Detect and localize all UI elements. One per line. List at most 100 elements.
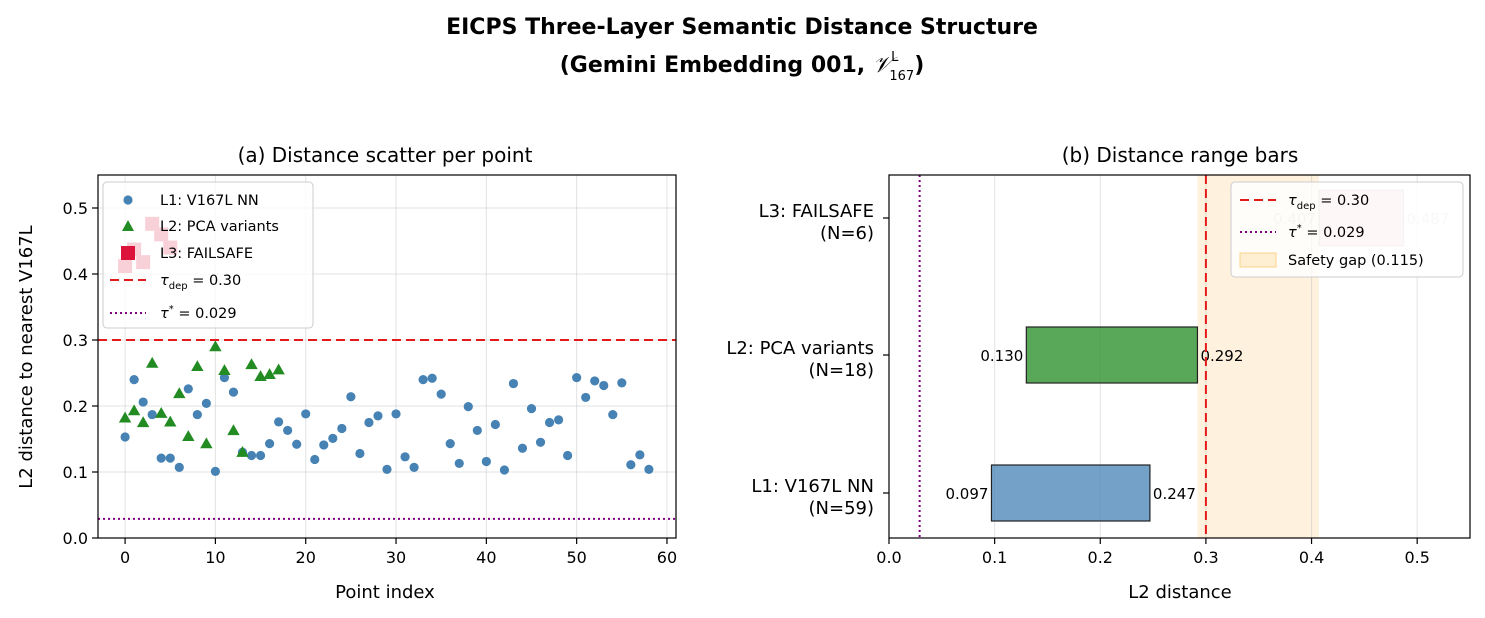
range-bar-x-tick-label: 0.4 bbox=[1299, 548, 1324, 567]
scatter-y-tick-label: 0.0 bbox=[63, 529, 88, 548]
l2-point bbox=[218, 364, 231, 376]
l1-point bbox=[328, 433, 338, 443]
l2-point bbox=[118, 411, 132, 423]
range-bar-max-label: 0.292 bbox=[1200, 347, 1243, 365]
l2-point bbox=[127, 404, 141, 416]
l1-point bbox=[617, 378, 627, 388]
l1-point bbox=[301, 409, 311, 419]
l1-point bbox=[310, 454, 320, 465]
range-bar-title: (b) Distance range bars bbox=[1062, 143, 1299, 167]
legend-reference-label: τdep = 0.30 bbox=[160, 273, 241, 292]
l1-point bbox=[544, 417, 555, 428]
scatter-panel: (a) Distance scatter per point 0 10 20 30 40… bbox=[16, 143, 677, 603]
l1-point bbox=[382, 464, 392, 474]
legend-safety-gap-label: Safety gap (0.115) bbox=[1288, 253, 1424, 269]
legend-l2-marker bbox=[122, 220, 134, 231]
scatter-y-tick-label: 0.1 bbox=[63, 463, 88, 482]
figure-title-line1: EICPS Three-Layer Semantic Distance Stru… bbox=[446, 15, 1038, 40]
legend-safety-gap-swatch bbox=[1239, 252, 1277, 268]
l2-point bbox=[136, 416, 150, 428]
l2-point bbox=[263, 368, 276, 379]
scatter-ticks: 0 10 20 30 40 50 60 0.0 0.1 0.2 0.3 0.4 0.5 bbox=[63, 199, 678, 567]
legend-l1-label: L1: V167L NN bbox=[160, 193, 259, 209]
l1-point bbox=[264, 439, 275, 449]
category-label-line2: (N=59) bbox=[809, 498, 875, 519]
l1-point bbox=[553, 415, 564, 425]
range-bar-legend-box bbox=[1230, 181, 1464, 278]
range-bar-legend: τdep = 0.30 τ* = 0.029 Safety gap (0.115) bbox=[1230, 181, 1464, 278]
l1-point bbox=[472, 425, 482, 436]
l2-point bbox=[200, 437, 213, 449]
l1-point bbox=[292, 439, 302, 449]
scatter-x-tick-label: 40 bbox=[476, 548, 496, 567]
figure-title-line2: (Gemini Embedding 001, 𝒱L 167) bbox=[560, 50, 925, 84]
l1-point bbox=[219, 373, 230, 383]
l1-point bbox=[391, 409, 401, 419]
scatter-legend: L1: V167L NN L2: PCA variants L3: FAILSAFE… bbox=[102, 181, 314, 329]
scatter-frame bbox=[97, 174, 677, 539]
l1-point bbox=[644, 464, 654, 474]
legend-l2-label: L2: PCA variants bbox=[160, 219, 279, 235]
scatter-y-tick-label: 0.2 bbox=[63, 397, 88, 416]
l1-point bbox=[572, 373, 582, 383]
l1-point bbox=[454, 458, 464, 469]
category-label-line1: L2: PCA variants bbox=[726, 338, 874, 359]
l1-point bbox=[192, 409, 202, 420]
l2-point bbox=[236, 446, 249, 457]
l1-point bbox=[436, 389, 446, 399]
l1-point bbox=[373, 411, 383, 421]
range-bar-x-tick-label: 0.1 bbox=[982, 548, 1007, 567]
l2-point bbox=[155, 407, 168, 418]
category-label-line2: (N=6) bbox=[820, 223, 874, 244]
l1-point bbox=[346, 392, 356, 402]
range-bar-frame bbox=[888, 174, 1471, 539]
l1-point bbox=[355, 448, 365, 459]
l1-point bbox=[210, 466, 221, 476]
scatter-x-tick-label: 30 bbox=[386, 548, 406, 567]
l1-point bbox=[590, 376, 600, 386]
l1-point bbox=[526, 404, 537, 414]
l1-point bbox=[626, 460, 636, 470]
scatter-y-tick-label: 0.5 bbox=[63, 199, 88, 218]
scatter-title: (a) Distance scatter per point bbox=[238, 143, 533, 167]
l1-point bbox=[364, 417, 374, 428]
legend-l3-label: L3: FAILSAFE bbox=[160, 246, 253, 262]
l1-point bbox=[183, 384, 193, 394]
l1-point bbox=[563, 450, 573, 461]
scatter-x-tick-label: 20 bbox=[296, 548, 316, 567]
scatter-xlabel: Point index bbox=[335, 582, 435, 603]
range-bar-ticks: 0.0 0.1 0.2 0.3 0.4 0.5 L1: V167L NN(N=59) L2: … bbox=[726, 201, 1430, 567]
l1-point bbox=[228, 387, 239, 397]
l2-point bbox=[272, 363, 285, 375]
l2-point bbox=[254, 370, 267, 381]
scatter-x-tick-label: 60 bbox=[657, 548, 677, 567]
range-bar-x-tick-label: 0.0 bbox=[876, 548, 901, 567]
l1-point bbox=[608, 409, 618, 420]
l2-point bbox=[145, 356, 159, 368]
l2-point bbox=[227, 424, 240, 436]
l1-point bbox=[409, 462, 419, 472]
l1-point bbox=[499, 465, 510, 475]
scatter-x-tick-label: 0 bbox=[120, 548, 130, 567]
category-label-line1: L1: V167L NN bbox=[751, 476, 874, 497]
l1-point bbox=[463, 402, 473, 412]
l1-point bbox=[174, 462, 184, 472]
scatter-ylabel: L2 distance to nearest V167L bbox=[16, 225, 37, 488]
l1-point bbox=[120, 432, 130, 442]
range-bar-min-label: 0.097 bbox=[946, 485, 989, 503]
l1-point bbox=[490, 419, 500, 430]
l2-point bbox=[209, 340, 222, 352]
l1-point bbox=[274, 417, 284, 427]
range-bar-1 bbox=[990, 464, 1151, 522]
l1-point bbox=[508, 378, 519, 389]
l1-point bbox=[283, 425, 293, 436]
l1-point bbox=[147, 409, 157, 420]
l1-point bbox=[246, 450, 257, 461]
l1-point bbox=[201, 398, 211, 408]
l1-point bbox=[400, 452, 410, 462]
range-bar-xlabel: L2 distance bbox=[1128, 582, 1231, 603]
range-bar-min-label: 0.130 bbox=[980, 347, 1023, 365]
l2-point bbox=[164, 415, 177, 427]
